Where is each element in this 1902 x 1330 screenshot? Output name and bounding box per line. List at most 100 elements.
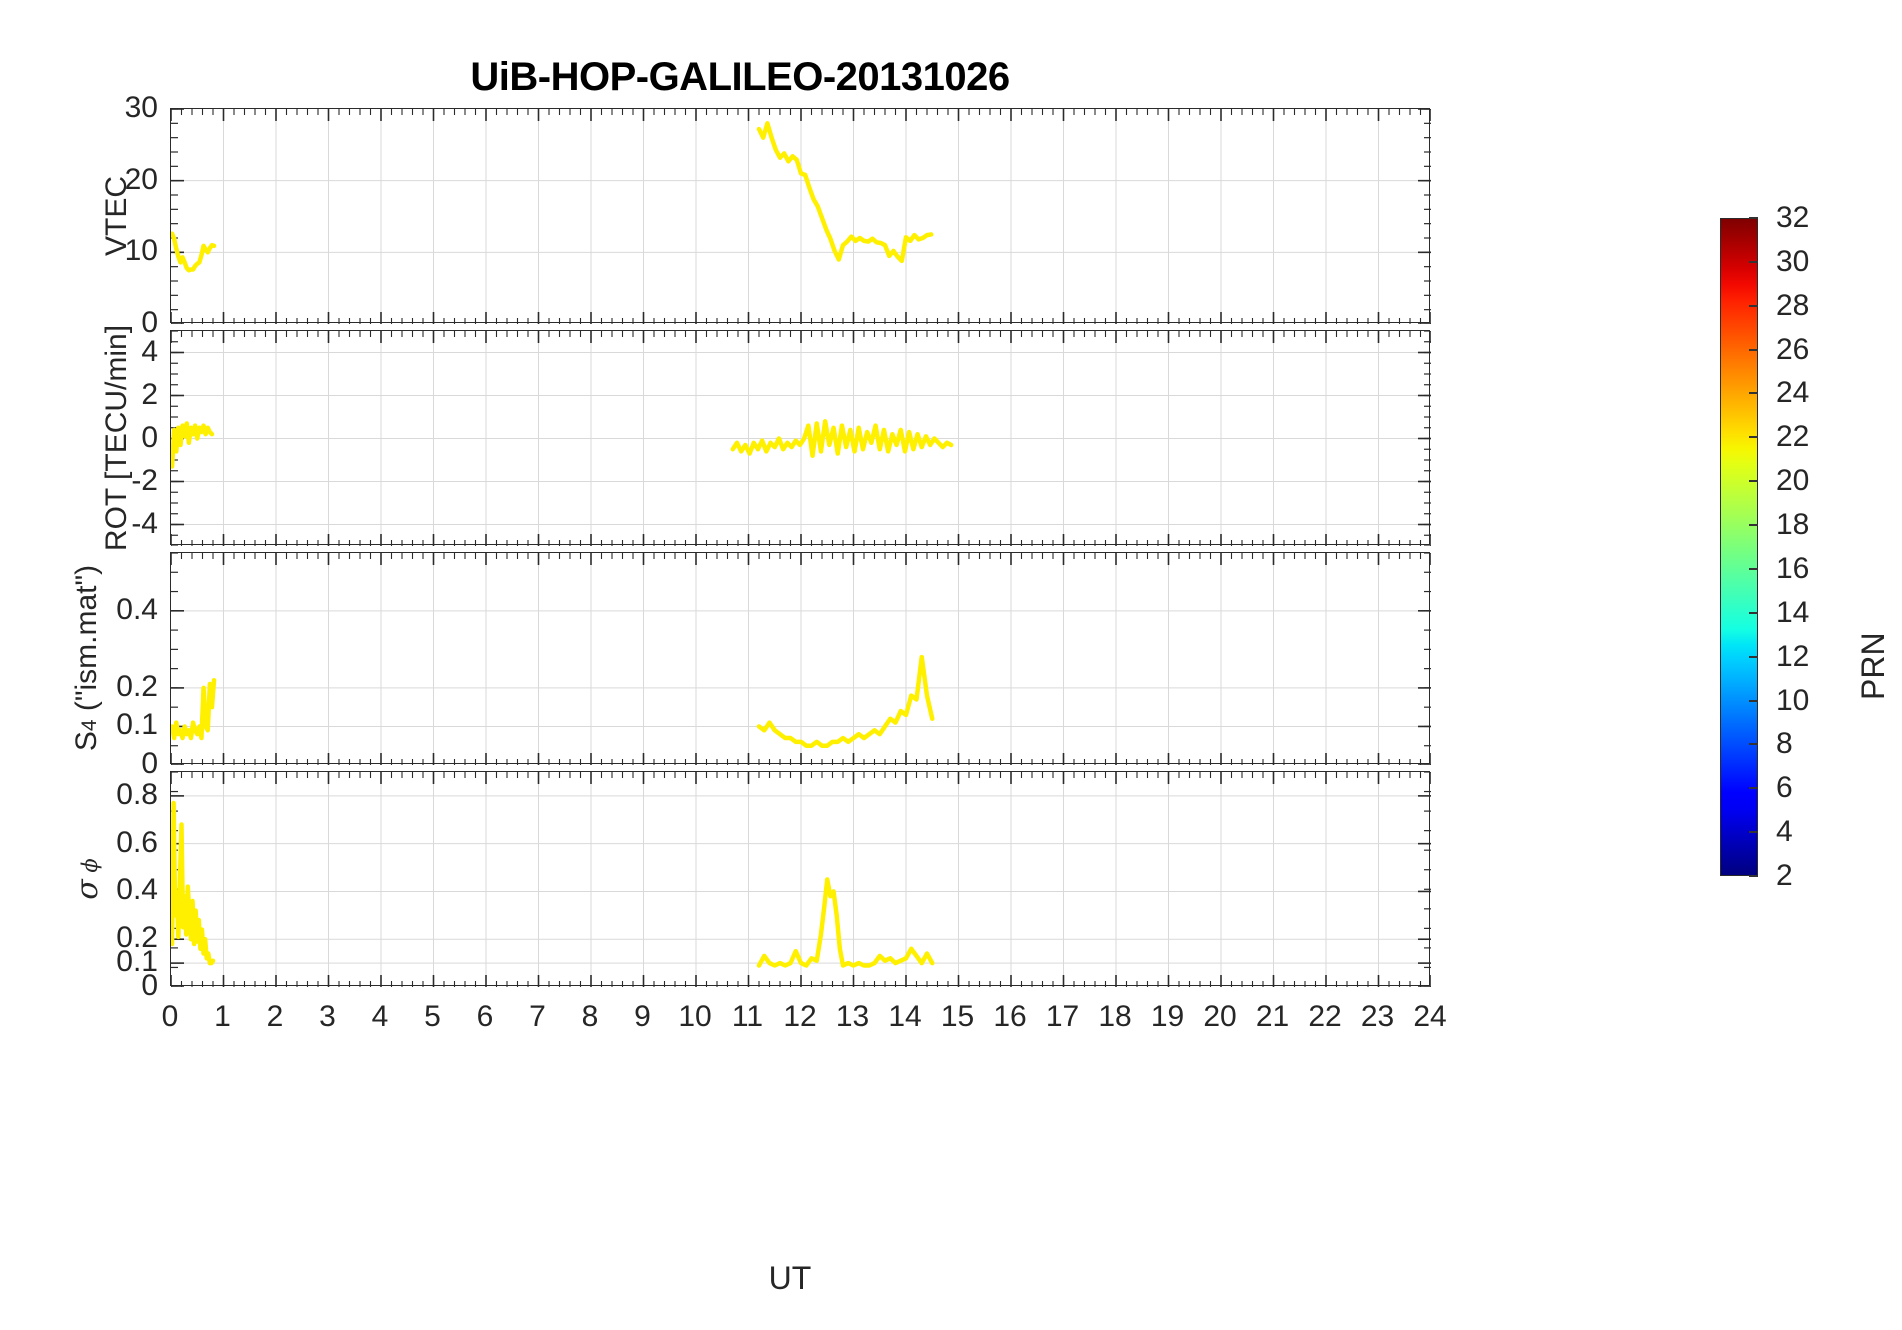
colorbar-label: PRN <box>1855 632 1891 700</box>
plot-area-sigma_phi <box>171 772 1431 987</box>
colorbar-tick-32: 32 <box>1776 201 1810 234</box>
data-trace <box>171 800 216 966</box>
y-tick-s4: 0.4 <box>116 592 158 626</box>
x-tick-24: 24 <box>1413 1000 1447 1033</box>
colorbar-tick-18: 18 <box>1776 508 1810 542</box>
colorbar-tick-16: 16 <box>1776 551 1810 585</box>
colorbar-tickmark <box>1749 480 1758 483</box>
colorbar-tickmark <box>1749 392 1758 395</box>
x-axis-label: UT <box>768 1260 812 1296</box>
colorbar-tickmark <box>1749 699 1758 702</box>
colorbar-tickmark <box>1749 787 1758 790</box>
colorbar-tick-4: 4 <box>1776 815 1793 849</box>
x-tick-8: 8 <box>581 1000 599 1033</box>
y-tick-sigma_phi: 0.1 <box>116 945 158 979</box>
y-tick-vtec: 0 <box>141 306 158 339</box>
x-tick-4: 4 <box>371 1000 389 1033</box>
x-tick-12: 12 <box>783 1000 817 1033</box>
y-tick-rot: 0 <box>141 420 158 454</box>
x-tick-23: 23 <box>1360 1000 1395 1033</box>
colorbar-tick-28: 28 <box>1776 288 1810 322</box>
x-tick-2: 2 <box>266 1000 284 1033</box>
colorbar-tickmark <box>1749 611 1758 614</box>
colorbar-tickmark <box>1749 567 1758 570</box>
x-tick-22: 22 <box>1308 1000 1342 1033</box>
colorbar-tick-30: 30 <box>1776 244 1810 278</box>
colorbar-tick-20: 20 <box>1776 464 1810 498</box>
data-trace <box>756 654 935 748</box>
x-tick-13: 13 <box>835 1000 870 1033</box>
y-tick-rot: -4 <box>131 506 158 540</box>
colorbar-tickmark <box>1749 655 1758 658</box>
y-tick-sigma_phi: 0.4 <box>116 873 158 907</box>
y-tick-s4: 0.1 <box>116 708 158 742</box>
colorbar-tickmark <box>1749 217 1758 219</box>
subplot-vtec <box>170 108 1431 324</box>
subplot-rot <box>170 330 1431 546</box>
y-axis-label-vtec: VTEC <box>100 175 133 256</box>
data-trace <box>756 121 934 264</box>
y-axis-label-s4: S4 ("ism.mat") <box>70 564 103 752</box>
colorbar-tick-26: 26 <box>1776 332 1810 366</box>
y-axis-label-sigma_phi: σ ϕ <box>70 857 105 900</box>
colorbar-tick-8: 8 <box>1776 727 1793 761</box>
y-tick-vtec: 10 <box>124 234 158 268</box>
x-tick-0: 0 <box>161 1000 179 1033</box>
x-tick-3: 3 <box>319 1000 336 1033</box>
x-tick-10: 10 <box>678 1000 712 1033</box>
x-tick-7: 7 <box>529 1000 546 1033</box>
data-trace <box>756 877 935 968</box>
page-title: UiB-HOP-GALILEO-20131026 <box>470 55 1010 99</box>
y-tick-s4: 0 <box>141 747 158 780</box>
colorbar-tickmark <box>1749 348 1758 351</box>
plot-area-s4 <box>171 553 1431 765</box>
colorbar-tick-10: 10 <box>1776 683 1810 717</box>
x-tick-1: 1 <box>214 1000 231 1033</box>
y-tick-vtec: 30 <box>124 91 158 124</box>
x-tick-15: 15 <box>940 1000 975 1033</box>
subplot-sigma_phi <box>170 771 1431 987</box>
data-trace <box>171 231 217 273</box>
x-tick-16: 16 <box>993 1000 1027 1033</box>
colorbar-tick-12: 12 <box>1776 639 1810 673</box>
plot-area-rot <box>171 331 1431 546</box>
x-tick-17: 17 <box>1045 1000 1080 1033</box>
y-tick-rot: 2 <box>141 377 158 411</box>
plot-area-vtec <box>171 109 1431 324</box>
x-tick-11: 11 <box>731 1000 764 1033</box>
colorbar-tickmark <box>1749 524 1758 527</box>
x-tick-14: 14 <box>888 1000 922 1033</box>
x-tick-9: 9 <box>634 1000 651 1033</box>
colorbar-tickmark <box>1749 743 1758 746</box>
y-tick-sigma_phi: 0.8 <box>116 777 158 811</box>
y-tick-sigma_phi: 0.2 <box>116 921 158 955</box>
x-tick-5: 5 <box>424 1000 441 1033</box>
colorbar-tick-22: 22 <box>1776 420 1810 454</box>
colorbar-tickmark <box>1749 875 1758 877</box>
y-tick-sigma_phi: 0 <box>141 969 158 1002</box>
data-trace <box>171 421 215 469</box>
colorbar-tick-2: 2 <box>1776 859 1793 892</box>
colorbar-tickmark <box>1749 831 1758 834</box>
data-trace <box>730 419 954 458</box>
y-tick-rot: 4 <box>141 334 158 368</box>
x-tick-6: 6 <box>476 1000 494 1033</box>
y-tick-s4: 0.2 <box>116 669 158 703</box>
x-tick-21: 21 <box>1255 1000 1290 1033</box>
colorbar-tickmark <box>1749 260 1758 263</box>
x-tick-20: 20 <box>1203 1000 1237 1033</box>
x-tick-18: 18 <box>1098 1000 1132 1033</box>
y-tick-sigma_phi: 0.6 <box>116 825 158 859</box>
colorbar-tick-6: 6 <box>1776 771 1793 805</box>
colorbar-tick-24: 24 <box>1776 376 1810 410</box>
y-tick-vtec: 20 <box>124 162 158 196</box>
subplot-s4 <box>170 552 1431 765</box>
colorbar-tick-14: 14 <box>1776 595 1810 629</box>
y-tick-rot: -2 <box>131 463 158 497</box>
colorbar-tickmark <box>1749 436 1758 439</box>
y-axis-label-rot: ROT [TECU/min] <box>100 324 133 551</box>
colorbar-tickmark <box>1749 304 1758 307</box>
colorbar <box>1720 218 1758 876</box>
data-trace <box>171 677 217 741</box>
